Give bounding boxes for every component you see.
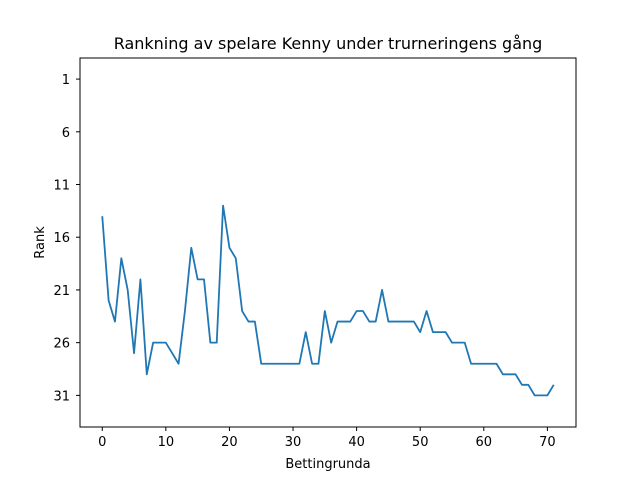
series-line-0 xyxy=(101,204,555,397)
y-axis-label: Rank xyxy=(33,226,48,259)
x-tick-label: 30 xyxy=(285,435,302,450)
x-axis-label: Bettingrunda xyxy=(285,457,370,472)
y-tick-label: 11 xyxy=(53,179,70,194)
axes-frame xyxy=(79,57,577,428)
x-tick-label: 40 xyxy=(348,435,365,450)
x-tick-label: 0 xyxy=(98,435,106,450)
x-tick-label: 20 xyxy=(221,435,238,450)
y-tick-label: 6 xyxy=(62,126,70,141)
x-tick-label: 60 xyxy=(476,435,493,450)
y-tick-label: 21 xyxy=(53,284,70,299)
y-tick-label: 16 xyxy=(53,231,70,246)
x-axis-ticks: 0 10 20 30 40 50 60 70 xyxy=(98,427,556,450)
y-tick-label: 1 xyxy=(62,73,70,88)
plot-area xyxy=(101,204,555,397)
x-tick-label: 70 xyxy=(539,435,556,450)
chart-title: Rankning av spelare Kenny under trurneri… xyxy=(114,34,543,53)
x-tick-label: 50 xyxy=(412,435,429,450)
y-tick-label: 31 xyxy=(53,389,70,404)
y-tick-label: 26 xyxy=(53,337,70,352)
x-tick-label: 10 xyxy=(158,435,175,450)
